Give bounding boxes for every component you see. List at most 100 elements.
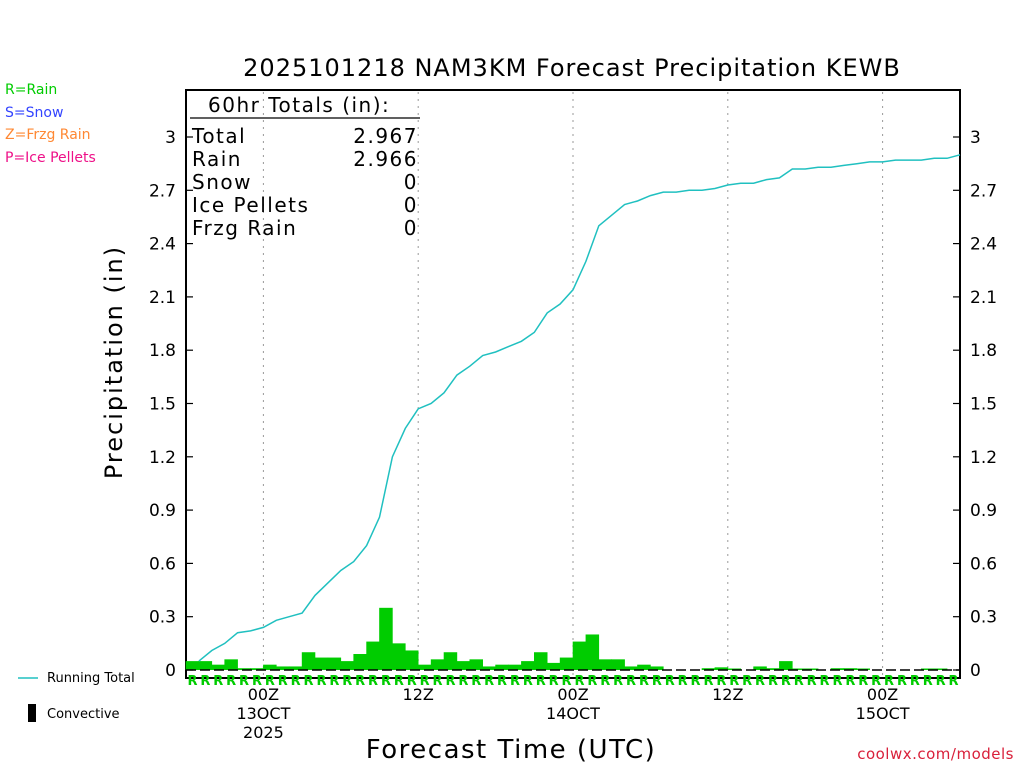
ptype-marker: R <box>781 674 791 689</box>
ptype-marker: R <box>574 674 584 689</box>
totals-snow-value: 0 <box>404 170 418 194</box>
y-axis-label: Precipitation (in) <box>100 245 128 479</box>
precip-bar <box>753 666 767 670</box>
y-tick-label-right: 0 <box>970 661 981 681</box>
precip-bar <box>546 662 561 670</box>
convective-swatch <box>28 704 36 722</box>
x-tick-label: 00Z <box>557 685 588 704</box>
ptype-marker: R <box>497 674 507 689</box>
y-tick-label-left: 2.4 <box>149 235 176 255</box>
ptype-marker: R <box>445 674 455 689</box>
totals-header: 60hr Totals (in): <box>208 93 390 117</box>
y-axis: 0 00.3 0.30.6 0.60.9 0.91.2 1.21.5 1.51.8 1.82.… <box>149 128 997 681</box>
precip-bar <box>921 668 935 670</box>
y-tick-label-right: 1.5 <box>970 395 997 415</box>
precip-bar <box>314 657 329 670</box>
y-tick-label-left: 2.7 <box>149 181 176 201</box>
y-tick-label-left: 2.1 <box>149 288 176 308</box>
ptype-marker: R <box>523 674 533 689</box>
ptype-marker: R <box>742 674 752 689</box>
precip-bar <box>650 666 664 670</box>
ptype-marker: R <box>884 674 894 689</box>
ptype-marker: R <box>703 674 713 689</box>
precip-bar <box>534 652 548 670</box>
precip-bar <box>469 659 483 670</box>
legend-frzg-rain: Z=Frzg Rain <box>5 127 91 143</box>
y-tick-label-right: 2.7 <box>970 181 997 201</box>
credit-link[interactable]: coolwx.com/models <box>857 745 1014 763</box>
ptype-marker: R <box>471 674 481 689</box>
ptype-marker: R <box>820 674 830 689</box>
ptype-marker: R <box>794 674 804 689</box>
ptype-marker: R <box>832 674 842 689</box>
precip-bar <box>585 634 600 670</box>
precip-bar <box>443 652 458 670</box>
x-tick-label: 15OCT <box>856 704 910 723</box>
precip-bar <box>301 652 316 670</box>
ptype-marker: R <box>226 674 236 689</box>
ptype-marker: R <box>600 674 610 689</box>
ptype-marker: R <box>936 674 946 689</box>
ptype-marker: R <box>613 674 623 689</box>
legend-snow: S=Snow <box>5 105 64 121</box>
precip-bar <box>211 664 225 670</box>
ptype-marker: R <box>304 674 314 689</box>
precip-bar <box>237 668 251 670</box>
ptype-marker: R <box>355 674 365 689</box>
y-tick-label-right: 2.1 <box>970 288 997 308</box>
precip-bar <box>353 654 367 670</box>
precip-bar <box>405 650 419 670</box>
totals-frzgrain-label: Frzg Rain <box>192 216 297 240</box>
precip-bar <box>766 668 780 670</box>
precip-bar <box>430 659 445 670</box>
precip-bar <box>843 668 858 670</box>
y-tick-label-left: 3 <box>165 128 176 148</box>
ptype-marker: R <box>845 674 855 689</box>
ptype-marker: R <box>652 674 662 689</box>
precip-bar <box>250 668 264 670</box>
y-tick-label-right: 0.6 <box>970 554 997 574</box>
precip-bar <box>392 643 406 670</box>
totals-rain-label: Rain <box>192 147 242 171</box>
ptype-marker: R <box>510 674 520 689</box>
ptype-marker: R <box>433 674 443 689</box>
ptype-marker: R <box>342 674 352 689</box>
precip-bar <box>637 664 651 670</box>
precip-bar <box>521 661 535 670</box>
ptype-marker: R <box>587 674 597 689</box>
ptype-marker: R <box>252 674 262 689</box>
y-tick-label-right: 2.4 <box>970 235 997 255</box>
precip-bar <box>288 666 303 670</box>
ptype-marker: R <box>768 674 778 689</box>
precip-bar <box>185 661 200 670</box>
ptype-marker: R <box>729 674 739 689</box>
precip-bar <box>933 668 948 670</box>
y-tick-label-right: 3 <box>970 128 981 148</box>
ptype-marker: R <box>213 674 223 689</box>
x-tick-label: 2025 <box>243 723 284 742</box>
x-tick-label: 12Z <box>403 685 434 704</box>
ptype-marker: R <box>639 674 649 689</box>
ptype-marker: R <box>239 674 249 689</box>
precip-bar <box>779 661 793 670</box>
convective-legend-label: Convective <box>47 707 120 722</box>
ptype-marker: R <box>807 674 817 689</box>
precip-bar <box>792 668 806 670</box>
precip-bar <box>417 664 432 670</box>
totals-total-value: 2.967 <box>353 124 418 148</box>
ptype-marker: R <box>897 674 907 689</box>
precip-bar <box>701 668 716 670</box>
ptype-marker: R <box>407 674 417 689</box>
precip-bar <box>456 661 471 670</box>
x-tick-label: 14OCT <box>546 704 600 723</box>
y-tick-label-left: 1.8 <box>149 341 176 361</box>
ptype-marker: R <box>368 674 378 689</box>
y-tick-label-left: 0.6 <box>149 554 176 574</box>
precip-bar <box>495 664 509 670</box>
precip-bar <box>830 668 845 670</box>
ptype-marker: R <box>291 674 301 689</box>
ptype-marker: R <box>549 674 559 689</box>
y-tick-label-left: 0 <box>165 661 176 681</box>
precip-bar <box>276 666 290 670</box>
